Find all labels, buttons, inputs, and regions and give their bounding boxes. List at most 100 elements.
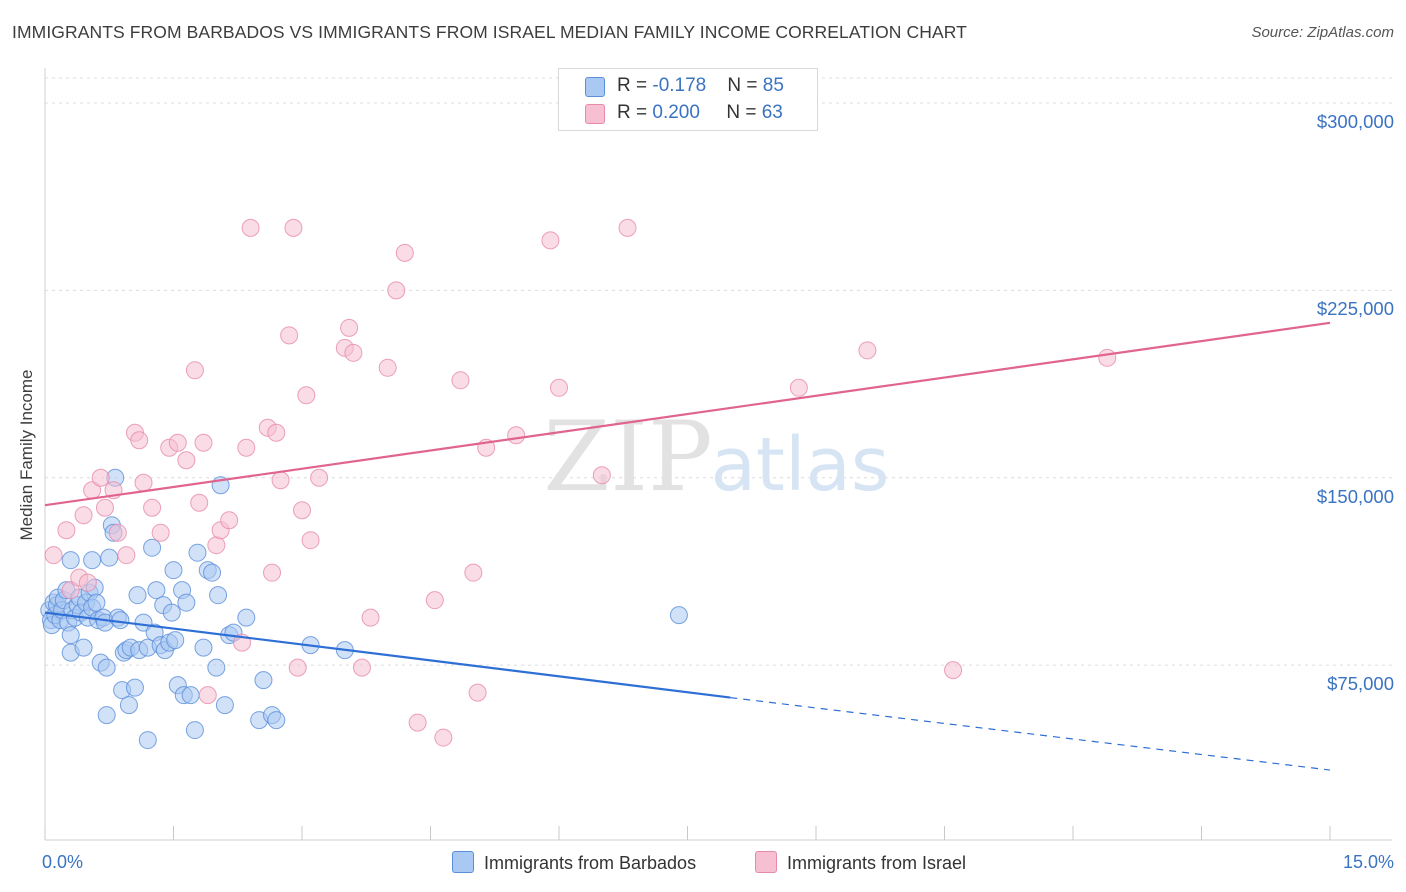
israel-point — [263, 563, 282, 582]
barbados-point — [162, 603, 181, 622]
barbados-point — [111, 611, 130, 630]
israel-point — [284, 218, 303, 237]
barbados-point — [166, 631, 185, 650]
barbados-point — [125, 678, 144, 697]
israel-point — [310, 468, 329, 487]
barbados-point — [203, 563, 222, 582]
israel-point — [207, 536, 226, 555]
israel-point — [297, 386, 316, 405]
israel-point — [395, 243, 414, 262]
israel-point — [344, 343, 363, 362]
legend-label-israel: Immigrants from Israel — [787, 853, 967, 873]
legend-swatch-barbados — [452, 851, 474, 873]
israel-point — [387, 281, 406, 300]
israel-point — [190, 493, 209, 512]
barbados-point — [100, 548, 119, 567]
israel-point — [434, 728, 453, 747]
barbados-point — [97, 706, 116, 725]
israel-point — [143, 498, 162, 517]
barbados-point — [97, 658, 116, 677]
barbados-point — [83, 551, 102, 570]
barbados-point — [128, 586, 147, 605]
israel-point — [177, 451, 196, 470]
r-value: -0.178 — [652, 75, 707, 96]
israel-point — [340, 318, 359, 337]
israel-point — [858, 341, 877, 360]
barbados-point — [267, 711, 286, 730]
barbados-point — [188, 543, 207, 562]
israel-point — [271, 471, 290, 490]
x-tick-min: 0.0% — [42, 852, 84, 872]
israel-point — [117, 546, 136, 565]
israel-point — [130, 431, 149, 450]
barbados-point — [207, 658, 226, 677]
r-label: R = — [617, 75, 653, 96]
barbados-point — [61, 551, 80, 570]
trend-lines — [44, 321, 1331, 771]
y-axis-label: Median Family Income — [17, 369, 36, 541]
legend-item-barbados[interactable]: Immigrants from Barbados — [452, 851, 696, 874]
israel-point — [293, 501, 311, 520]
x-tick-max: 15.0% — [1342, 852, 1394, 872]
y-tick-label: $300,000 — [1316, 110, 1394, 132]
israel-point — [618, 218, 637, 237]
israel-trend-line — [44, 321, 1331, 507]
israel-point — [280, 326, 299, 345]
barbados-point — [237, 608, 256, 627]
israel-point — [944, 661, 963, 680]
israel-point — [61, 581, 80, 600]
israel-point — [507, 426, 526, 445]
barbados-point — [177, 593, 196, 612]
n-label: N = — [727, 75, 763, 96]
israel-stats: R = 0.200 N = 63 — [617, 102, 783, 126]
israel-point — [237, 438, 256, 457]
n-value: 85 — [762, 75, 784, 96]
israel-swatch — [585, 104, 605, 124]
barbados-point — [194, 638, 213, 657]
israel-point — [1098, 348, 1117, 367]
watermark-zip: ZIP — [543, 401, 712, 513]
legend-label-barbados: Immigrants from Barbados — [484, 853, 697, 873]
legend-item-israel[interactable]: Immigrants from Israel — [755, 851, 966, 874]
legend-swatch-israel — [755, 851, 777, 873]
israel-point — [220, 511, 239, 530]
y-tick-label: $75,000 — [1327, 673, 1394, 695]
israel-point — [168, 433, 187, 452]
barbados-point — [74, 638, 93, 657]
israel-point — [408, 713, 427, 732]
israel-point — [134, 473, 153, 492]
israel-point — [301, 531, 320, 550]
israel-point — [541, 231, 560, 250]
israel-point — [425, 591, 444, 610]
israel-point — [288, 658, 307, 677]
gridlines — [45, 77, 1392, 666]
n-label: N = — [726, 102, 762, 123]
israel-point — [352, 658, 371, 677]
israel-point — [378, 358, 397, 377]
israel-point — [151, 523, 170, 542]
israel-point — [789, 378, 808, 397]
israel-point — [451, 371, 470, 390]
r-label: R = — [617, 102, 653, 123]
israel-point — [44, 546, 63, 565]
israel-point — [185, 361, 204, 380]
israel-point — [108, 523, 127, 542]
y-tick-label: $150,000 — [1316, 485, 1394, 507]
barbados-point — [147, 581, 166, 600]
israel-point — [592, 466, 611, 485]
barbados-stats: R = -0.178 N = 85 — [617, 75, 784, 99]
correlation-stats-box: R = -0.178 N = 85 R = 0.200 N = 63 — [558, 68, 818, 131]
chart-title: IMMIGRANTS FROM BARBADOS VS IMMIGRANTS F… — [12, 22, 967, 42]
israel-points — [44, 218, 1117, 747]
israel-point — [57, 521, 76, 540]
barbados-point — [164, 561, 183, 580]
barbados-point — [138, 731, 157, 750]
israel-point — [91, 468, 110, 487]
source-label: Source: ZipAtlas.com — [1251, 24, 1394, 41]
israel-point — [194, 433, 213, 452]
axes — [44, 68, 1392, 841]
barbados-trend-extension — [730, 696, 1331, 771]
barbados-point — [209, 586, 228, 605]
israel-point — [468, 683, 487, 702]
